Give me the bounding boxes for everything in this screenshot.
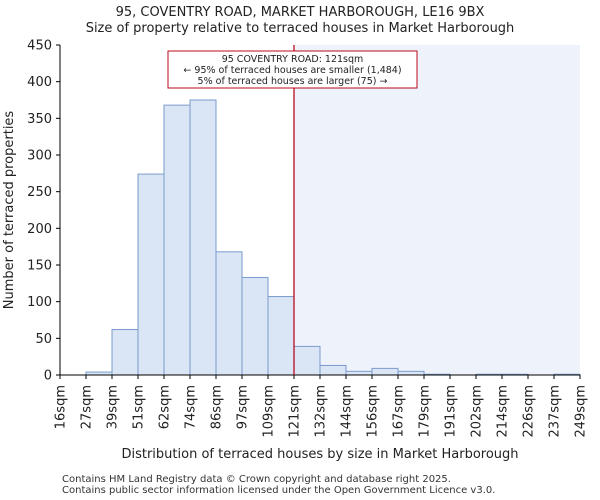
x-tick-label: 62sqm [158,385,173,429]
y-tick-label: 200 [27,222,52,237]
y-tick-label: 400 [27,75,52,90]
y-tick-label: 300 [27,149,52,164]
footer-licence: Contains public sector information licen… [62,485,496,496]
annotation-line: 95 COVENTRY ROAD: 121sqm [222,54,364,65]
y-tick-label: 50 [35,332,52,347]
histogram-bar [215,251,243,376]
x-tick-label: 202sqm [470,385,485,438]
x-tick-label: 249sqm [574,385,589,438]
y-tick-label: 150 [27,259,52,274]
x-tick-label: 226sqm [522,385,537,438]
x-tick-label: 214sqm [496,385,511,438]
x-tick-label: 156sqm [366,385,381,438]
y-axis-label: Number of terraced properties [2,111,17,310]
annotation-line: 5% of terraced houses are larger (75) → [198,76,388,87]
x-tick-label: 144sqm [340,385,355,438]
histogram-bar [267,296,295,376]
histogram-bar [319,364,347,376]
x-axis-label: Distribution of terraced houses by size … [121,447,518,462]
chart-title: 95, COVENTRY ROAD, MARKET HARBOROUGH, LE… [115,5,485,20]
x-tick-label: 132sqm [314,385,329,438]
x-tick-label: 74sqm [184,385,199,429]
footer-copyright: Contains HM Land Registry data © Crown c… [62,474,451,485]
histogram-bar [345,370,373,376]
x-tick-label: 16sqm [54,385,69,429]
x-tick-label: 51sqm [132,385,147,429]
larger-region-shade [294,45,580,375]
x-tick-label: 191sqm [444,385,459,438]
histogram-bar [397,370,425,376]
histogram-bar [371,367,399,376]
x-tick-label: 237sqm [548,385,563,438]
x-tick-label: 179sqm [418,385,433,438]
x-tick-label: 97sqm [236,385,251,429]
histogram-bar [137,173,165,376]
x-tick-label: 109sqm [262,385,277,438]
y-tick-label: 0 [44,369,52,384]
x-tick-label: 27sqm [80,385,95,429]
y-tick-label: 100 [27,295,52,310]
y-tick-label: 450 [27,39,52,54]
y-tick-label: 250 [27,185,52,200]
x-tick-label: 167sqm [392,385,407,438]
x-tick-label: 121sqm [288,385,303,438]
annotation-line: ← 95% of terraced houses are smaller (1,… [183,65,401,76]
histogram-bar [111,329,139,376]
x-tick-label: 39sqm [106,385,121,429]
x-tick-label: 86sqm [210,385,225,429]
histogram-bar [293,345,321,376]
annotation-box [167,50,418,89]
chart-subtitle: Size of property relative to terraced ho… [85,21,515,36]
histogram-bar [189,99,217,376]
y-tick-label: 350 [27,112,52,127]
histogram-bar [163,104,191,376]
histogram-bar [241,276,269,376]
